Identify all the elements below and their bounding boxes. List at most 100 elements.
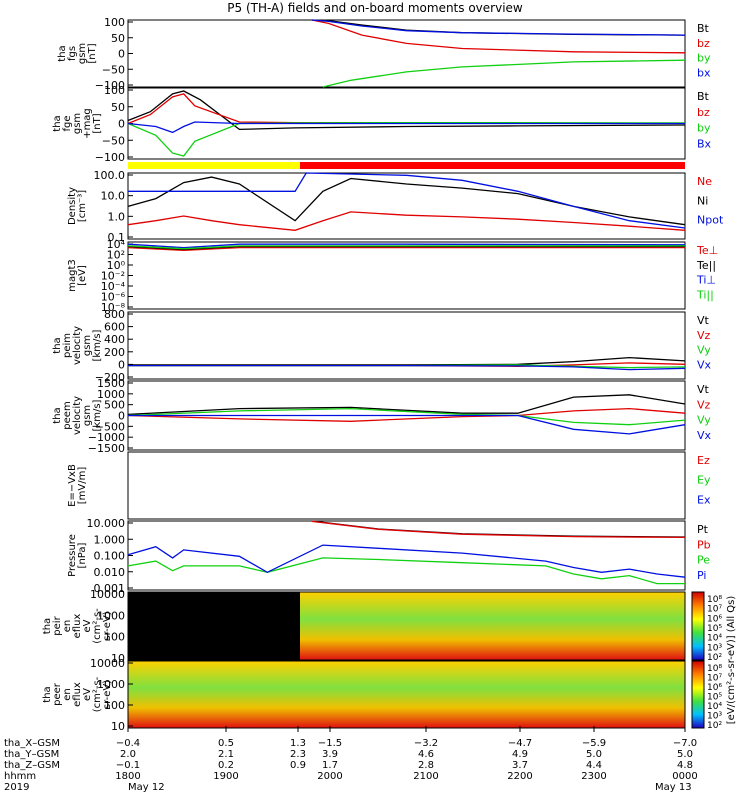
xaxis-value: 2.0 — [120, 749, 136, 760]
peer-colorbar-tick: 10⁸ — [707, 664, 722, 674]
peim-legend-3: Vy — [697, 344, 711, 357]
efield-frame — [127, 451, 686, 520]
density-ytick: 0.1 — [108, 231, 126, 244]
peir-colorbar-tick: 10⁵ — [707, 624, 722, 634]
peem-legend-1: Vt — [697, 383, 710, 396]
peem-series-Vx — [128, 414, 686, 435]
peem-ytick: 1000 — [97, 388, 125, 401]
peem-ylabel: [km/s] — [92, 399, 103, 431]
temp-frame — [127, 241, 686, 310]
xaxis-value: May 12 — [128, 782, 165, 793]
xaxis-value: 1.3 — [290, 738, 306, 749]
xaxis-row-label: 2019 — [4, 782, 29, 793]
xaxis-row-label: hhmm — [4, 771, 36, 782]
fge-series-Bx — [127, 121, 685, 134]
fge-legend-2: bz — [697, 106, 710, 119]
xaxis-value: 2300 — [581, 771, 606, 782]
peir-ylabel: sr-eV) — [102, 611, 113, 640]
peer-frame — [127, 660, 686, 729]
peir-ylabel: eV — [82, 619, 93, 632]
efield-ylabel: [mV/m] — [77, 467, 88, 505]
density-ylabel: [cm⁻³] — [77, 190, 88, 222]
pressure-ytick: 0.010 — [94, 566, 126, 579]
peer-colorbar-tick: 10⁷ — [707, 674, 722, 684]
peem-legend-3: Vy — [697, 414, 711, 427]
peir-colorbar-tick: 10⁶ — [707, 614, 722, 624]
fgs-legend-1: Bt — [697, 22, 710, 35]
peem-ytick: −500 — [95, 420, 125, 433]
status-bar-red — [300, 162, 685, 169]
peem-ylabel: peem — [62, 401, 73, 429]
fge-legend-1: Bt — [697, 90, 710, 103]
pressure-ytick: 1.000 — [94, 533, 126, 546]
peem-legend-4: Vx — [697, 429, 712, 442]
peim-ylabel: peim — [62, 333, 73, 358]
xaxis-value: −0.1 — [116, 760, 140, 771]
fge-ytick: −50 — [102, 134, 125, 147]
peer-ytick: 10 — [111, 720, 125, 733]
xaxis-value: 0.2 — [218, 760, 234, 771]
xaxis-value: May 13 — [655, 782, 692, 793]
fgs-ytick: 50 — [111, 32, 125, 45]
peir-ytick: 10 — [111, 652, 125, 665]
efield-ylabel: E=−VxB — [67, 464, 78, 507]
efield-legend-2: Ey — [697, 474, 711, 487]
peir-ylabel: en — [62, 620, 73, 633]
pressure-legend-3: Pe — [697, 554, 710, 567]
fgs-ylabel: fgs — [67, 46, 78, 61]
temp-series-Te — [127, 246, 685, 252]
xaxis-value: 2.1 — [218, 749, 234, 760]
peim-ytick: 600 — [104, 321, 125, 334]
temp-ytick: 10² — [107, 249, 125, 262]
temp-series-Ti — [127, 245, 685, 250]
temp-ylabel: [eV] — [77, 265, 88, 286]
xaxis-value: −0.4 — [116, 738, 140, 749]
peim-ytick: −200 — [95, 371, 125, 384]
density-ylabel: Density — [67, 187, 78, 225]
peim-ylabel: tha — [52, 337, 63, 353]
xaxis-value: 3.7 — [512, 760, 528, 771]
xaxis-value: 0.9 — [290, 760, 306, 771]
xaxis-value: 1900 — [213, 771, 238, 782]
peim-series-Vt — [128, 356, 686, 366]
pressure-ytick: 0.100 — [94, 550, 126, 563]
temp-ylabel: magt3 — [67, 259, 78, 292]
peem-ylabel: tha — [52, 407, 63, 423]
fgs-ytick: 0 — [118, 48, 125, 61]
fge-panel: 100 50 0 −50 −100 tha fge gsm +mag [nT] Bt bz by Bx — [52, 84, 712, 164]
peer-colorbar-tick: 10⁴ — [707, 702, 722, 712]
pressure-ylabel: Pressure — [67, 534, 78, 577]
fge-ylabel: +mag — [82, 108, 93, 139]
fge-ytick: 50 — [111, 101, 125, 114]
peer-colorbar-tick: 10² — [707, 721, 722, 731]
fgs-legend-3: by — [697, 52, 711, 65]
fge-series-by — [127, 121, 686, 157]
density-legend-2: Ni — [697, 194, 708, 207]
peir-ytick: 100 — [104, 631, 125, 644]
peer-spectrogram — [128, 661, 685, 728]
peem-ytick: −1500 — [88, 442, 125, 455]
peir-frame — [127, 591, 686, 661]
fgs-series-bx — [311, 19, 686, 36]
peim-ylabel: gsm — [82, 335, 93, 356]
xaxis-row-label: tha_Z–GSM — [4, 760, 60, 771]
xaxis-value: 2000 — [317, 771, 342, 782]
peem-ytick: 500 — [104, 399, 125, 412]
peim-ytick: 400 — [104, 333, 125, 346]
fgs-series-bz — [311, 19, 686, 54]
xaxis-value: 5.0 — [677, 749, 693, 760]
temp-legend-3: Ti⊥ — [696, 274, 716, 287]
density-ytick: 10.0 — [101, 190, 126, 203]
density-panel: 100.0 10.0 1.0 0.1 Density [cm⁻³] Ne Ni Npot — [67, 169, 724, 244]
peem-ytick: −1000 — [88, 431, 125, 444]
density-ytick: 100.0 — [94, 169, 126, 182]
fge-ylabel: fge — [62, 115, 73, 131]
fgs-series-by — [322, 59, 686, 88]
xaxis-value: −1.5 — [318, 738, 342, 749]
temp-ytick: 10⁻² — [101, 270, 125, 283]
peir-colorbar-tick: 10⁸ — [707, 595, 722, 605]
peir-dark-region — [128, 592, 300, 660]
peim-ylabel: [km/s] — [92, 329, 103, 361]
